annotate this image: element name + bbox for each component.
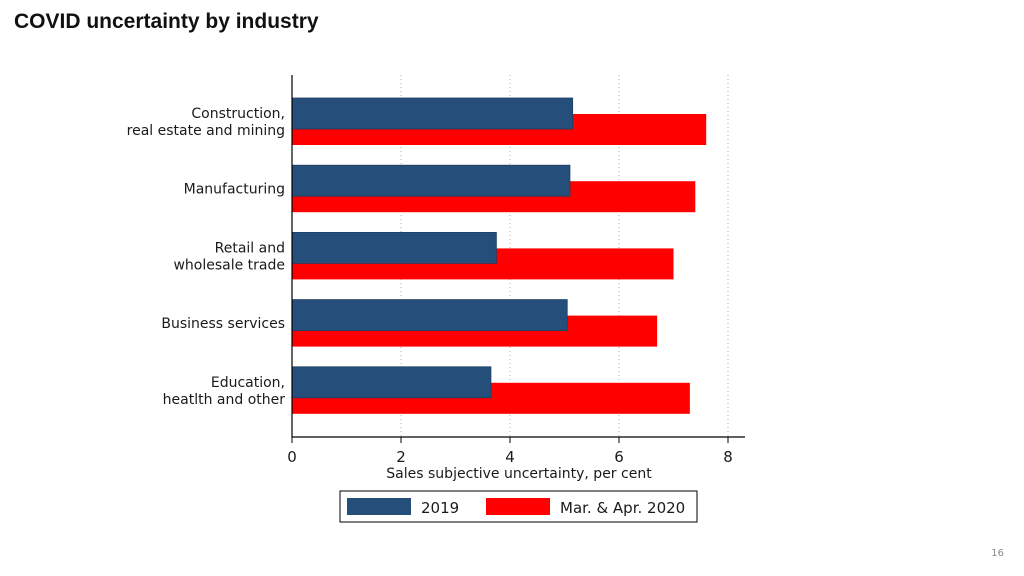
category-label-2-line-0: Retail and (215, 240, 285, 256)
bar-2019-1 (291, 164, 571, 197)
legend-label-2020: Mar. & Apr. 2020 (560, 499, 685, 517)
page-number: 16 (991, 548, 1004, 559)
category-label-1-line-0: Manufacturing (184, 182, 285, 198)
x-tick-label-0: 0 (287, 448, 297, 466)
x-ticks: 0 2 4 6 8 (287, 437, 733, 466)
category-labels: Construction,real estate and mining Manuf… (127, 106, 286, 408)
category-label-0-line-0: Construction, (191, 106, 285, 122)
legend-swatch-2019 (347, 498, 411, 515)
bars (291, 97, 707, 414)
legend: 2019 Mar. & Apr. 2020 (339, 490, 698, 523)
bar-2019-0 (291, 97, 574, 130)
x-tick-label-2: 2 (396, 448, 406, 466)
category-label-3-line-0: Business services (161, 316, 285, 332)
bar-2019-2 (291, 231, 497, 264)
x-axis-label: Sales subjective uncertainty, per cent (386, 466, 652, 482)
bar-2019-3 (291, 299, 568, 332)
bar-2019-4 (291, 366, 492, 399)
x-tick-label-8: 8 (723, 448, 733, 466)
legend-label-2019: 2019 (421, 499, 459, 517)
x-tick-label-4: 4 (505, 448, 515, 466)
category-label-0-line-1: real estate and mining (127, 123, 285, 139)
category-label-2-line-1: wholesale trade (173, 257, 285, 273)
category-label-4-line-1: heatlth and other (163, 392, 286, 408)
category-label-4-line-0: Education, (211, 375, 285, 391)
axes (291, 75, 745, 438)
x-tick-label-6: 6 (614, 448, 624, 466)
slide-title: COVID uncertainty by industry (14, 10, 319, 33)
legend-swatch-2020 (486, 498, 550, 515)
